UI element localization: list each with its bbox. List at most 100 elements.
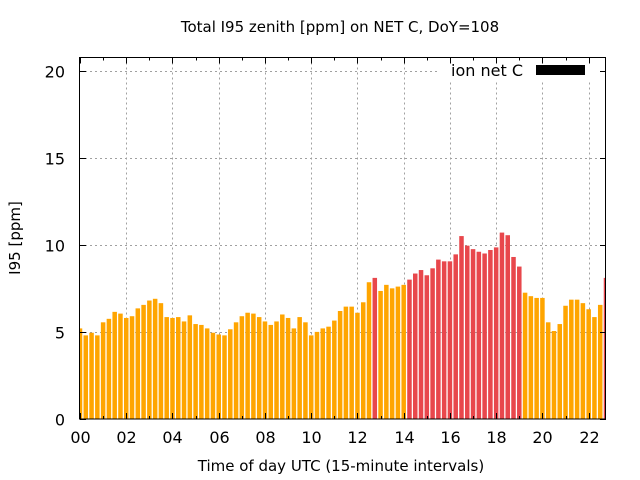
bar (280, 314, 285, 419)
bar (378, 290, 383, 419)
bar (303, 322, 308, 419)
bar (580, 303, 586, 419)
bar (210, 332, 216, 419)
bar (233, 322, 239, 419)
bar (147, 300, 152, 419)
x-tick-label: 22 (579, 428, 599, 447)
bar (274, 321, 279, 419)
bar (476, 251, 482, 419)
bar (337, 310, 343, 419)
legend-label: ion net C (451, 61, 523, 80)
x-tick-label: 06 (209, 428, 229, 447)
bar (384, 284, 389, 419)
bar (389, 288, 395, 419)
legend-swatch (536, 65, 585, 75)
x-tick-label: 20 (532, 428, 552, 447)
bar (447, 261, 453, 419)
bar (360, 302, 366, 419)
bar (517, 266, 522, 419)
bar (158, 303, 164, 419)
bars (80, 232, 606, 419)
bar (152, 298, 158, 419)
x-tick-label: 16 (440, 428, 460, 447)
y-axis-title: I95 [ppm] (6, 201, 24, 275)
bar (511, 256, 516, 419)
bar (563, 305, 568, 419)
bar (181, 321, 187, 419)
bar (499, 232, 505, 419)
bar (412, 273, 418, 419)
bar (557, 324, 563, 419)
bar (326, 326, 331, 419)
legend: ion net C (440, 58, 600, 82)
bar (320, 328, 326, 419)
bar (597, 304, 603, 419)
bar (222, 335, 227, 419)
bar (118, 313, 123, 419)
bar (574, 299, 580, 419)
bar (228, 329, 233, 419)
bar (199, 324, 204, 419)
bar (395, 286, 401, 419)
y-tick-labels: 0 5 10 15 20 (45, 63, 65, 430)
bar (470, 249, 476, 419)
bar (193, 324, 198, 419)
x-tick-label: 18 (486, 428, 506, 447)
bar (204, 328, 210, 419)
bar (83, 335, 89, 419)
bar (407, 279, 412, 419)
bar (453, 254, 458, 419)
bar (332, 320, 337, 419)
bar (424, 275, 430, 419)
y-tick-label: 20 (45, 63, 65, 82)
x-tick-labels: 00 02 04 06 08 10 12 14 16 18 20 22 (70, 428, 599, 447)
bar (308, 335, 314, 419)
bar (459, 236, 464, 419)
bar (349, 306, 354, 419)
bar (430, 268, 435, 419)
bar (401, 284, 406, 419)
bar (176, 317, 181, 419)
bar (465, 245, 470, 419)
bar (80, 328, 83, 419)
bar (245, 312, 250, 419)
y-tick-label: 0 (55, 411, 65, 430)
bar (256, 317, 262, 419)
bar (343, 306, 349, 419)
bar (592, 317, 597, 419)
bar (262, 321, 268, 419)
bar (141, 304, 146, 419)
bar (106, 318, 112, 419)
bar (372, 277, 378, 419)
bar (528, 296, 534, 419)
bar (603, 277, 606, 419)
bar (123, 317, 129, 419)
x-tick-label: 12 (347, 428, 367, 447)
bar (418, 270, 424, 419)
x-tick-label: 14 (394, 428, 414, 447)
bar (522, 292, 528, 419)
y-tick-label: 15 (45, 150, 65, 169)
bar (170, 317, 175, 419)
x-tick-label: 04 (162, 428, 182, 447)
bar (569, 299, 574, 419)
bar (493, 247, 499, 419)
x-tick-label: 10 (301, 428, 321, 447)
bar (129, 316, 135, 419)
bar (285, 317, 291, 419)
bar (89, 332, 94, 419)
bar (534, 297, 539, 419)
bar (164, 317, 169, 419)
bar (482, 253, 487, 419)
bar (355, 312, 360, 419)
x-tick-label: 08 (255, 428, 275, 447)
plot-border (79, 57, 606, 420)
bar (441, 261, 447, 419)
bar (551, 331, 557, 419)
bar (216, 334, 221, 419)
bar (488, 250, 493, 419)
bar (95, 335, 100, 419)
y-tick-label: 10 (45, 237, 65, 256)
bar (268, 324, 274, 419)
